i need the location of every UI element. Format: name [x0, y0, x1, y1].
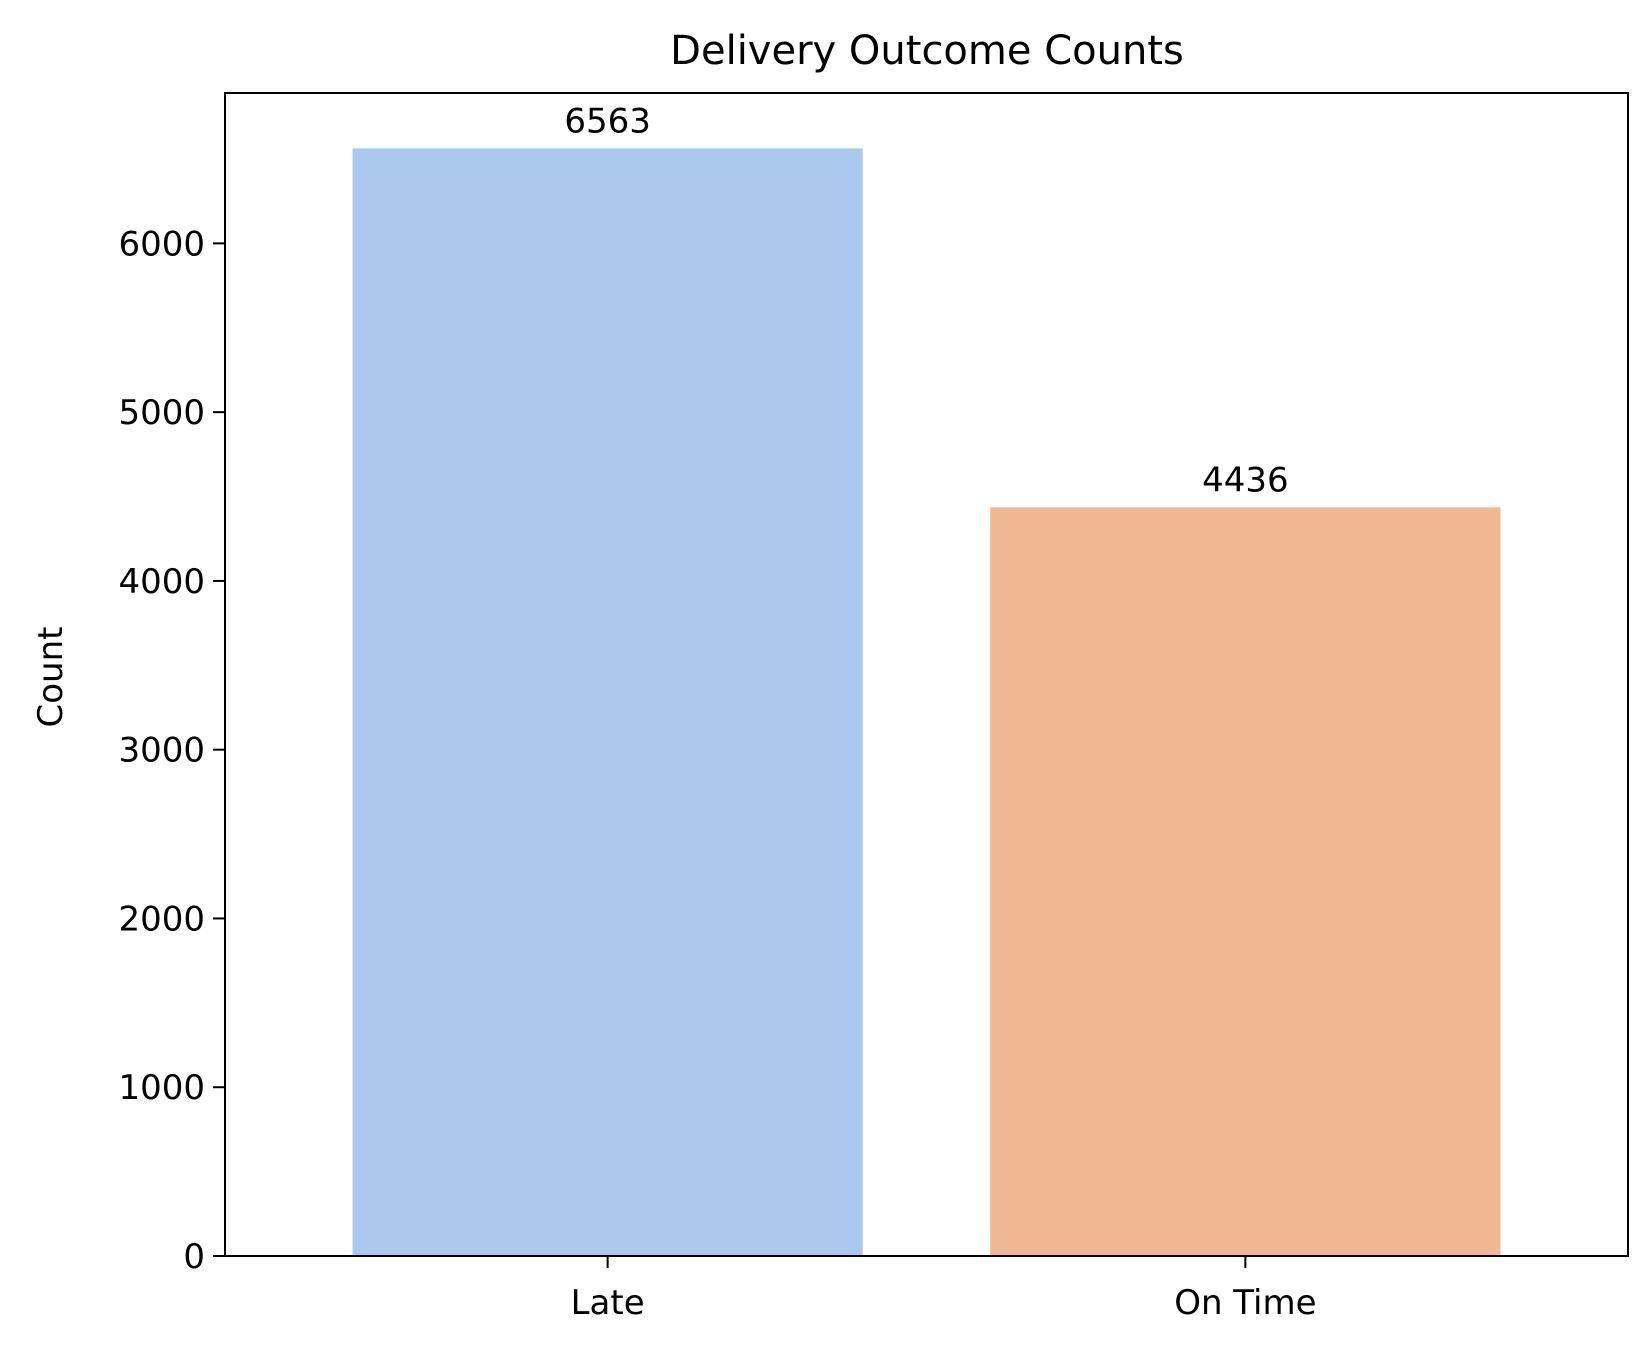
plot-frame: [224, 92, 1629, 1257]
y-tick-label: 1000: [118, 1068, 205, 1108]
y-tick-label: 5000: [118, 393, 205, 433]
y-tick-label: 2000: [118, 899, 205, 939]
data-labels: 6563 4436: [564, 101, 1288, 500]
bar-late: [352, 148, 863, 1257]
y-axis-label: Count: [31, 627, 71, 728]
y-tick-label: 6000: [118, 224, 205, 264]
y-axis: 0 1000 2000 3000 4000 5000 6000: [118, 224, 225, 1277]
bar-on-time: [990, 507, 1501, 1256]
bar-value-label: 6563: [564, 101, 651, 141]
y-tick-label: 4000: [118, 562, 205, 602]
x-axis: Late On Time: [571, 1256, 1317, 1323]
y-tick-label: 3000: [118, 731, 205, 771]
bar-value-label: 4436: [1202, 460, 1289, 500]
y-tick-label: 0: [183, 1237, 205, 1277]
x-tick-label: On Time: [1174, 1283, 1316, 1323]
bars: [352, 148, 1501, 1257]
chart-title: Delivery Outcome Counts: [670, 28, 1184, 74]
x-tick-label: Late: [571, 1283, 645, 1323]
